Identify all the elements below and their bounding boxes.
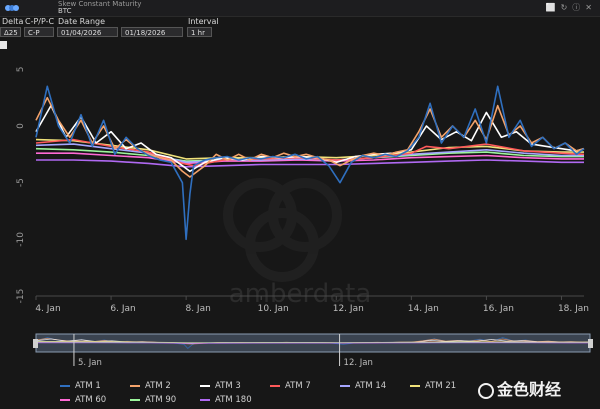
y-tick-label: 5	[16, 66, 26, 72]
info-icon[interactable]: ⓘ	[572, 3, 581, 12]
legend-item-atm-180[interactable]: ATM 180	[200, 395, 252, 405]
date-from-input[interactable]: 01/04/2026	[57, 27, 118, 37]
x-tick-label: 16. Jan	[483, 304, 514, 314]
navigator-handle-left[interactable]	[33, 339, 38, 348]
legend-label: ATM 7	[285, 381, 311, 391]
navigator-tick-label: 5. Jan	[78, 358, 102, 368]
y-axis: 5 0 -5 -10 -15	[16, 66, 26, 303]
legend: ATM 1 ATM 2 ATM 3 ATM 7 ATM 14 ATM 21 ATM 60 AT…	[60, 381, 460, 409]
y-tick-label: -5	[16, 178, 26, 187]
series-line-atm-2	[35, 96, 585, 178]
legend-swatch	[200, 399, 210, 401]
watermark-text-art: amberdata	[229, 279, 372, 309]
navigator-tick-label: 12. Jan	[344, 358, 373, 368]
navigator[interactable]: 5. Jan 12. Jan	[33, 333, 593, 368]
legend-item-atm-2[interactable]: ATM 2	[130, 381, 171, 391]
interval-label: Interval	[188, 17, 219, 26]
asset-label: BTC	[58, 7, 72, 15]
legend-label: ATM 2	[145, 381, 171, 391]
legend-label: ATM 14	[355, 381, 387, 391]
x-tick-label: 4. Jan	[35, 304, 60, 314]
interval-select[interactable]: 1 hr	[187, 27, 212, 37]
series-line-atm-3	[35, 104, 585, 173]
legend-swatch	[410, 385, 420, 387]
watermark-coin-icon	[478, 382, 494, 399]
series-group	[35, 85, 585, 241]
watermark-text: 金色财经	[497, 380, 562, 399]
window-title: Skew Constant Maturity	[58, 0, 142, 8]
legend-swatch	[60, 385, 70, 387]
x-tick-label: 12. Jan	[333, 304, 364, 314]
legend-swatch	[270, 385, 280, 387]
legend-label: ATM 180	[215, 395, 252, 405]
series-line-atm-1	[35, 85, 585, 241]
delta-select[interactable]: Δ25	[0, 27, 21, 37]
date-range-label: Date Range	[58, 17, 106, 26]
navigator-series	[36, 342, 590, 344]
legend-swatch	[200, 385, 210, 387]
x-tick-label: 18. Jan	[558, 304, 589, 314]
type-select[interactable]: C-P	[24, 27, 54, 37]
expand-icon[interactable]: ⬜	[545, 3, 556, 12]
close-icon[interactable]: ✕	[585, 3, 592, 12]
refresh-icon[interactable]: ↻	[560, 3, 568, 12]
x-axis: 4. Jan 6. Jan 8. Jan 10. Jan 12. Jan 14. Jan 1…	[35, 295, 589, 314]
window-controls: ⬜ ↻ ⓘ ✕	[546, 3, 592, 12]
navigator-handle-right[interactable]	[588, 339, 593, 348]
share-button[interactable]	[0, 41, 7, 49]
y-tick-label: -10	[16, 232, 26, 247]
legend-label: ATM 60	[75, 395, 107, 405]
x-tick-label: 14. Jan	[408, 304, 439, 314]
legend-item-atm-90[interactable]: ATM 90	[130, 395, 176, 405]
watermark-logo-icon	[223, 178, 342, 282]
legend-label: ATM 3	[215, 381, 241, 391]
y-tick-label: 0	[16, 123, 26, 129]
type-label: C-P/P-C	[25, 17, 55, 26]
legend-item-atm-7[interactable]: ATM 7	[270, 381, 311, 391]
legend-item-atm-3[interactable]: ATM 3	[200, 381, 241, 391]
legend-item-atm-21[interactable]: ATM 21	[410, 381, 456, 391]
legend-swatch	[340, 385, 350, 387]
app-logo-icon	[5, 5, 19, 11]
x-tick-label: 8. Jan	[185, 304, 210, 314]
legend-swatch	[130, 399, 140, 401]
legend-label: ATM 1	[75, 381, 101, 391]
x-tick-label: 10. Jan	[258, 304, 289, 314]
legend-item-atm-1[interactable]: ATM 1	[60, 381, 101, 391]
legend-label: ATM 21	[425, 381, 457, 391]
title-bar: Skew Constant Maturity BTC ⬜ ↻ ⓘ ✕	[0, 0, 600, 17]
legend-swatch	[130, 385, 140, 387]
delta-label: Delta	[2, 17, 24, 26]
y-tick-label: -15	[16, 289, 26, 304]
series-line-atm-180	[36, 159, 584, 168]
legend-swatch	[60, 399, 70, 401]
watermark: 金色财经	[478, 376, 561, 400]
legend-item-atm-60[interactable]: ATM 60	[60, 395, 106, 405]
series-line-atm-60	[36, 152, 584, 165]
x-tick-label: 6. Jan	[110, 304, 135, 314]
legend-label: ATM 90	[145, 395, 177, 405]
legend-item-atm-14[interactable]: ATM 14	[340, 381, 386, 391]
date-to-input[interactable]: 01/18/2026	[121, 27, 183, 37]
